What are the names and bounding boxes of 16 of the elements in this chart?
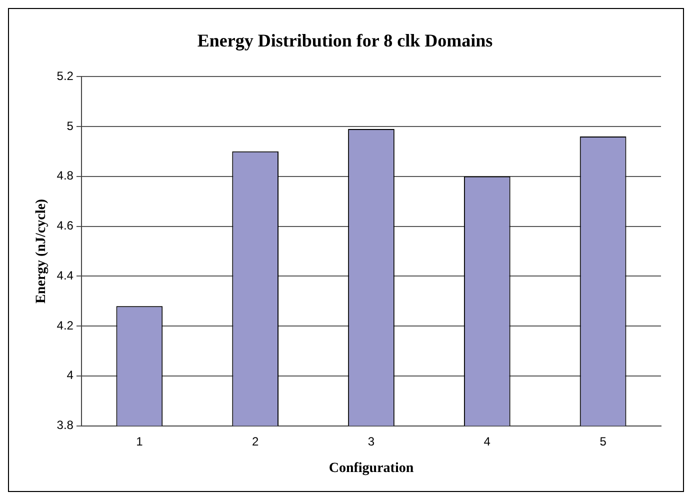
y-tick-label: 4.6: [56, 218, 74, 233]
chart-title: Energy Distribution for 8 clk Domains: [197, 30, 493, 50]
y-tick-label: 4.2: [56, 318, 74, 332]
x-tick-label: 3: [368, 434, 375, 448]
y-tick-label: 4: [66, 368, 74, 382]
y-axis-title: Energy (nJ/cycle): [34, 198, 50, 304]
x-tick-label: 2: [252, 434, 259, 448]
y-tick-label: 5: [66, 118, 74, 133]
y-tick-label: 5.2: [56, 68, 74, 83]
y-tick-label: 3.8: [56, 418, 74, 432]
y-tick-label: 4.8: [56, 168, 74, 183]
x-tick-label: 4: [484, 434, 491, 448]
x-tick-label: 1: [136, 434, 144, 448]
x-axis-title: Configuration: [328, 461, 414, 476]
x-tick-label: 5: [600, 434, 607, 448]
y-tick-label: 4.4: [56, 268, 74, 282]
